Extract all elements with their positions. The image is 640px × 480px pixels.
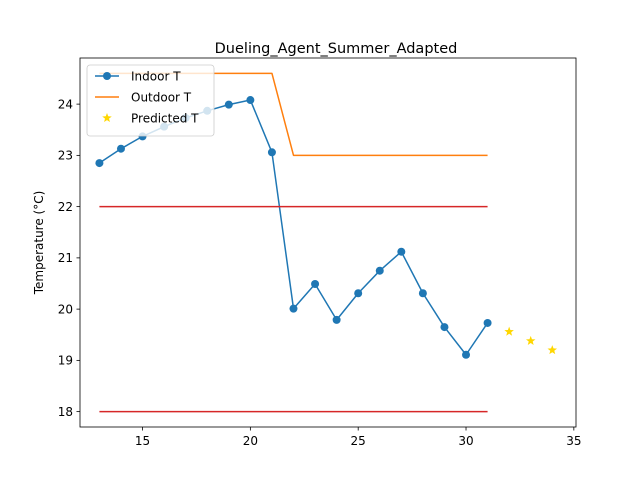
axes-frame: [79, 57, 577, 428]
y-tick-label: 20: [58, 302, 73, 316]
y-tick-label: 22: [58, 200, 73, 214]
data-point: [95, 159, 104, 168]
legend-label: Predicted T: [131, 111, 199, 125]
legend-label: Indoor T: [131, 69, 181, 83]
x-tick-label: 20: [243, 434, 258, 448]
y-tick-label: 21: [58, 251, 73, 265]
data-point: [332, 315, 341, 324]
data-point: [440, 323, 449, 332]
data-point: [483, 318, 492, 327]
data-point: [289, 304, 298, 313]
axes-layer: 15 20 25 30 35 18 19 20 21 22 23 24: [58, 57, 581, 448]
data-point: [224, 100, 233, 109]
y-tick-label: 24: [58, 97, 73, 111]
data-point: [418, 289, 427, 298]
data-point: [311, 280, 320, 289]
x-tick-label: 35: [566, 434, 581, 448]
y-tick-label: 18: [58, 405, 73, 419]
legend-marker: [103, 72, 111, 80]
legend-marker: [102, 113, 112, 123]
predicted-point: [504, 326, 514, 336]
legend-label: Outdoor T: [131, 90, 192, 104]
x-tick-label: 25: [351, 434, 366, 448]
data-point: [397, 247, 406, 256]
data-point: [246, 96, 255, 105]
data-point: [116, 144, 125, 153]
y-tick-label: 19: [58, 354, 73, 368]
x-tick-label: 30: [458, 434, 473, 448]
chart-title: Dueling_Agent_Summer_Adapted: [215, 41, 458, 57]
legend: Indoor T Outdoor T Predicted T: [86, 64, 215, 137]
data-point: [375, 266, 384, 275]
x-tick-label: 15: [135, 434, 150, 448]
data-point: [462, 350, 471, 359]
predicted-point: [547, 345, 558, 355]
y-axis-label: Temperature (°C): [32, 191, 46, 296]
predicted-point: [525, 335, 536, 345]
y-tick-label: 23: [58, 149, 73, 163]
data-point: [354, 289, 363, 298]
data-point: [267, 148, 276, 157]
legend-box: [86, 64, 215, 137]
